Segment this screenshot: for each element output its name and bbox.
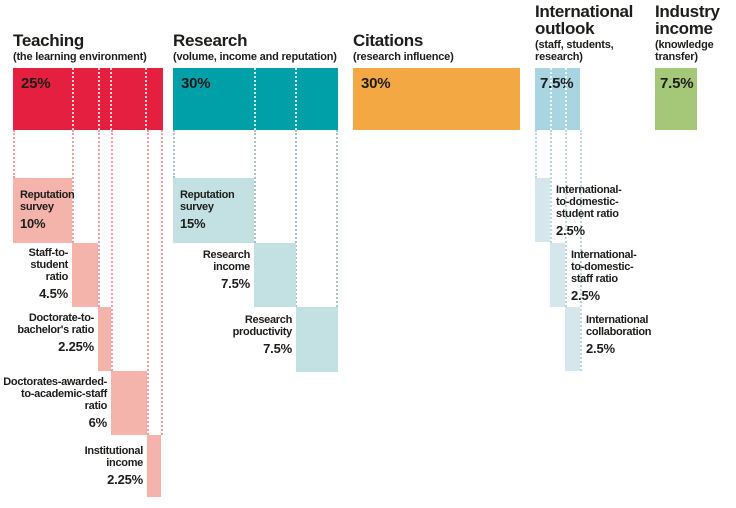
teaching-weight-bar: 25% (13, 68, 163, 130)
label-pct: 2.5% (556, 223, 585, 239)
dotted-guide (173, 130, 175, 178)
research-subtitle: (volume, income and reputation) (173, 51, 337, 64)
dotted-guide (295, 130, 297, 307)
label-pct: 7.5% (221, 276, 250, 292)
segment-divider (550, 68, 552, 130)
teaching-sub-doctorate-bachelor-label: Doctorate-to- bachelor's ratio 2.25% (0, 312, 94, 354)
teaching-sub-staff-student-label: Staff-to- student ratio 4.5% (0, 247, 69, 302)
teaching-sub-reputation-survey-box: Reputation survey 10% (13, 178, 75, 243)
segment-divider (98, 68, 100, 130)
segment-divider (145, 68, 147, 130)
label-pct: 2.5% (586, 341, 615, 357)
international-outlook-subtitle: (staff, students, research) (535, 39, 614, 64)
citations-title: Citations (353, 30, 424, 50)
research-sub-research-productivity-label: Research productivity 7.5% (0, 314, 293, 357)
dotted-guide (535, 130, 537, 178)
teaching-header: Teaching (the learning environment) (13, 0, 183, 64)
citations-weight-value: 30% (361, 75, 391, 92)
label-text: International- to-domestic- staff ratio (571, 249, 637, 286)
teaching-subtitle: (the learning environment) (13, 51, 147, 64)
label-pct: 4.5% (39, 286, 68, 302)
dotted-guide (580, 130, 582, 371)
industry-income-weight-bar: 7.5% (655, 68, 697, 130)
segment-divider (295, 68, 297, 130)
citations-header: Citations (research influence) (353, 0, 523, 64)
research-sub-research-income-label: Research income 7.5% (0, 249, 250, 291)
industry-income-header: Industry income (knowledge transfer) (655, 0, 735, 64)
teaching-sub-doctorate-bachelor-box (98, 307, 111, 371)
industry-income-subtitle: (knowledge transfer) (655, 39, 714, 64)
international-outlook-header: International outlook (staff, students, … (535, 0, 645, 64)
teaching-sub-reputation-survey-label: Reputation survey (20, 189, 75, 214)
dotted-guide (254, 130, 256, 243)
segment-divider (72, 68, 74, 130)
teaching-sub-doctorates-awarded-label: Doctorates-awarded- to-academic-staff ra… (0, 376, 107, 430)
teaching-sub-institutional-income-box (147, 435, 161, 497)
label-pct: 7.5% (263, 341, 292, 357)
segment-divider (254, 68, 256, 130)
teaching-weight-value: 25% (21, 75, 51, 92)
intl-sub-collaboration-label: International collaboration 2.5% (586, 314, 706, 356)
label-text: International collaboration (586, 314, 652, 339)
label-pct: 2.25% (58, 339, 94, 355)
industry-income-weight-value: 7.5% (660, 75, 694, 92)
teaching-sub-reputation-survey-pct: 10% (20, 216, 46, 232)
dotted-guide (147, 130, 149, 435)
label-text: Doctorate-to- bachelor's ratio (17, 312, 94, 337)
label-text: Staff-to- student ratio (28, 247, 69, 284)
research-weight-bar: 30% (173, 68, 338, 130)
dotted-guide (13, 130, 15, 178)
teaching-title: Teaching (13, 30, 84, 50)
intl-sub-student-ratio-label: International- to-domestic- student rati… (556, 184, 676, 238)
research-sub-reputation-survey-box: Reputation survey 15% (173, 178, 254, 243)
industry-income-title: Industry income (655, 1, 720, 38)
international-outlook-weight-value: 7.5% (540, 75, 574, 92)
research-sub-research-income-box (254, 243, 296, 307)
citations-weight-bar: 30% (353, 68, 520, 130)
citations-subtitle: (research influence) (353, 51, 454, 64)
intl-sub-staff-ratio-box (550, 243, 565, 307)
dotted-guide (111, 130, 113, 371)
label-text: International- to-domestic- student rati… (556, 184, 622, 221)
teaching-sub-staff-student-box (72, 243, 98, 307)
intl-sub-student-ratio-box (535, 178, 550, 242)
segment-divider (110, 68, 112, 130)
segment-divider (565, 68, 567, 130)
dotted-guide (550, 130, 552, 243)
dotted-guide (98, 130, 100, 307)
label-pct: 2.5% (571, 288, 600, 304)
label-text: Institutional income (84, 445, 144, 470)
research-header: Research (volume, income and reputation) (173, 0, 343, 64)
research-sub-reputation-survey-pct: 15% (180, 216, 206, 232)
teaching-sub-institutional-income-label: Institutional income 2.25% (0, 445, 144, 488)
international-outlook-weight-bar: 7.5% (535, 68, 580, 130)
dotted-guide (336, 130, 338, 371)
research-sub-research-productivity-box (296, 307, 338, 372)
label-text: Doctorates-awarded- to-academic-staff ra… (3, 376, 107, 413)
intl-sub-collaboration-box (565, 307, 580, 371)
dotted-guide (161, 130, 163, 435)
label-text: Research productivity (232, 314, 293, 339)
research-weight-value: 30% (181, 75, 211, 92)
intl-sub-staff-ratio-label: International- to-domestic- staff ratio … (571, 249, 691, 303)
research-sub-reputation-survey-label: Reputation survey (180, 189, 235, 214)
dotted-guide (565, 130, 567, 307)
label-pct: 2.25% (107, 472, 143, 488)
label-text: Research income (202, 249, 250, 274)
teaching-sub-doctorates-awarded-box (111, 371, 147, 435)
international-outlook-title: International outlook (535, 1, 634, 38)
dotted-guide (72, 130, 74, 243)
research-title: Research (173, 30, 248, 50)
label-pct: 6% (88, 415, 108, 431)
